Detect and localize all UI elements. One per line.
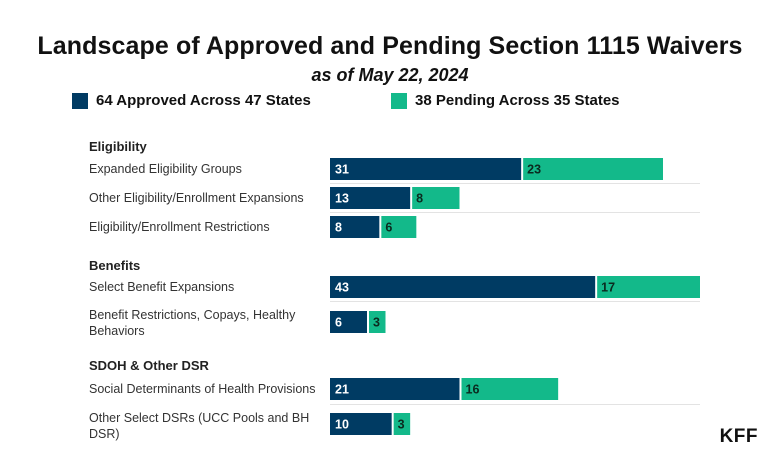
- bar-pending-eligibility-restrictions: [381, 216, 417, 238]
- row-label-sdoh-provisions: Social Determinants of Health Provisions: [89, 382, 316, 396]
- row-label-select-benefit-expansions: Select Benefit Expansions: [89, 280, 235, 294]
- data-label-approved-expanded-eligibility: 31: [335, 163, 349, 177]
- legend-item-pending: 38 Pending Across 35 States: [391, 92, 620, 109]
- row-label-expanded-eligibility: Expanded Eligibility Groups: [89, 162, 242, 176]
- bar-approved-select-benefit-expansions: [330, 276, 596, 298]
- row-divider: [330, 301, 700, 302]
- data-label-approved-other-eligibility-expansions: 13: [335, 192, 349, 206]
- bar-pending-benefit-restrictions: [369, 311, 386, 333]
- data-label-pending-select-benefit-expansions: 17: [601, 281, 615, 295]
- bar-pending-other-select-dsrs: [393, 413, 411, 435]
- row-label-benefit-restrictions: Benefit Restrictions, Copays, Healthy Be…: [89, 308, 296, 338]
- row-divider: [330, 183, 700, 184]
- bar-pending-sdoh-provisions: [461, 378, 559, 400]
- bar-approved-other-eligibility-expansions: [330, 187, 411, 209]
- data-label-approved-select-benefit-expansions: 43: [335, 281, 349, 295]
- legend-item-approved: 64 Approved Across 47 States: [72, 92, 311, 109]
- data-label-approved-sdoh-provisions: 21: [335, 383, 349, 397]
- data-label-pending-other-eligibility-expansions: 8: [416, 192, 423, 206]
- bar-pending-select-benefit-expansions: [597, 276, 700, 298]
- kff-logo: KFF: [719, 426, 758, 447]
- legend-swatch-approved: [72, 92, 88, 109]
- bar-approved-expanded-eligibility: [330, 158, 522, 180]
- legend-label-approved: 64 Approved Across 47 States: [96, 92, 311, 109]
- data-label-pending-benefit-restrictions: 3: [373, 316, 380, 330]
- data-label-pending-eligibility-restrictions: 6: [385, 221, 392, 235]
- row-divider: [330, 404, 700, 405]
- group-header-sdoh: SDOH & Other DSR: [89, 358, 209, 373]
- bar-approved-sdoh-provisions: [330, 378, 460, 400]
- row-label-eligibility-restrictions: Eligibility/Enrollment Restrictions: [89, 220, 270, 234]
- chart-title: Landscape of Approved and Pending Sectio…: [37, 32, 743, 60]
- chart-subtitle: as of May 22, 2024: [311, 65, 469, 85]
- bar-approved-benefit-restrictions: [330, 311, 367, 333]
- bar-approved-other-select-dsrs: [330, 413, 392, 435]
- bar-pending-other-eligibility-expansions: [412, 187, 460, 209]
- bar-pending-expanded-eligibility: [523, 158, 663, 180]
- group-header-benefits: Benefits: [89, 258, 141, 273]
- data-label-approved-benefit-restrictions: 6: [335, 316, 342, 330]
- group-header-eligibility: Eligibility: [89, 139, 147, 154]
- row-divider: [330, 212, 700, 213]
- data-label-approved-eligibility-restrictions: 8: [335, 221, 342, 235]
- data-label-approved-other-select-dsrs: 10: [335, 418, 349, 432]
- legend-swatch-pending: [391, 92, 407, 109]
- row-label-other-eligibility-expansions: Other Eligibility/Enrollment Expansions: [89, 191, 304, 205]
- data-label-pending-sdoh-provisions: 16: [466, 383, 480, 397]
- data-label-pending-other-select-dsrs: 3: [398, 418, 405, 432]
- row-label-other-select-dsrs: Other Select DSRs (UCC Pools and BH DSR): [89, 411, 310, 441]
- data-label-pending-expanded-eligibility: 23: [527, 163, 541, 177]
- legend-label-pending: 38 Pending Across 35 States: [415, 92, 620, 109]
- bar-approved-eligibility-restrictions: [330, 216, 380, 238]
